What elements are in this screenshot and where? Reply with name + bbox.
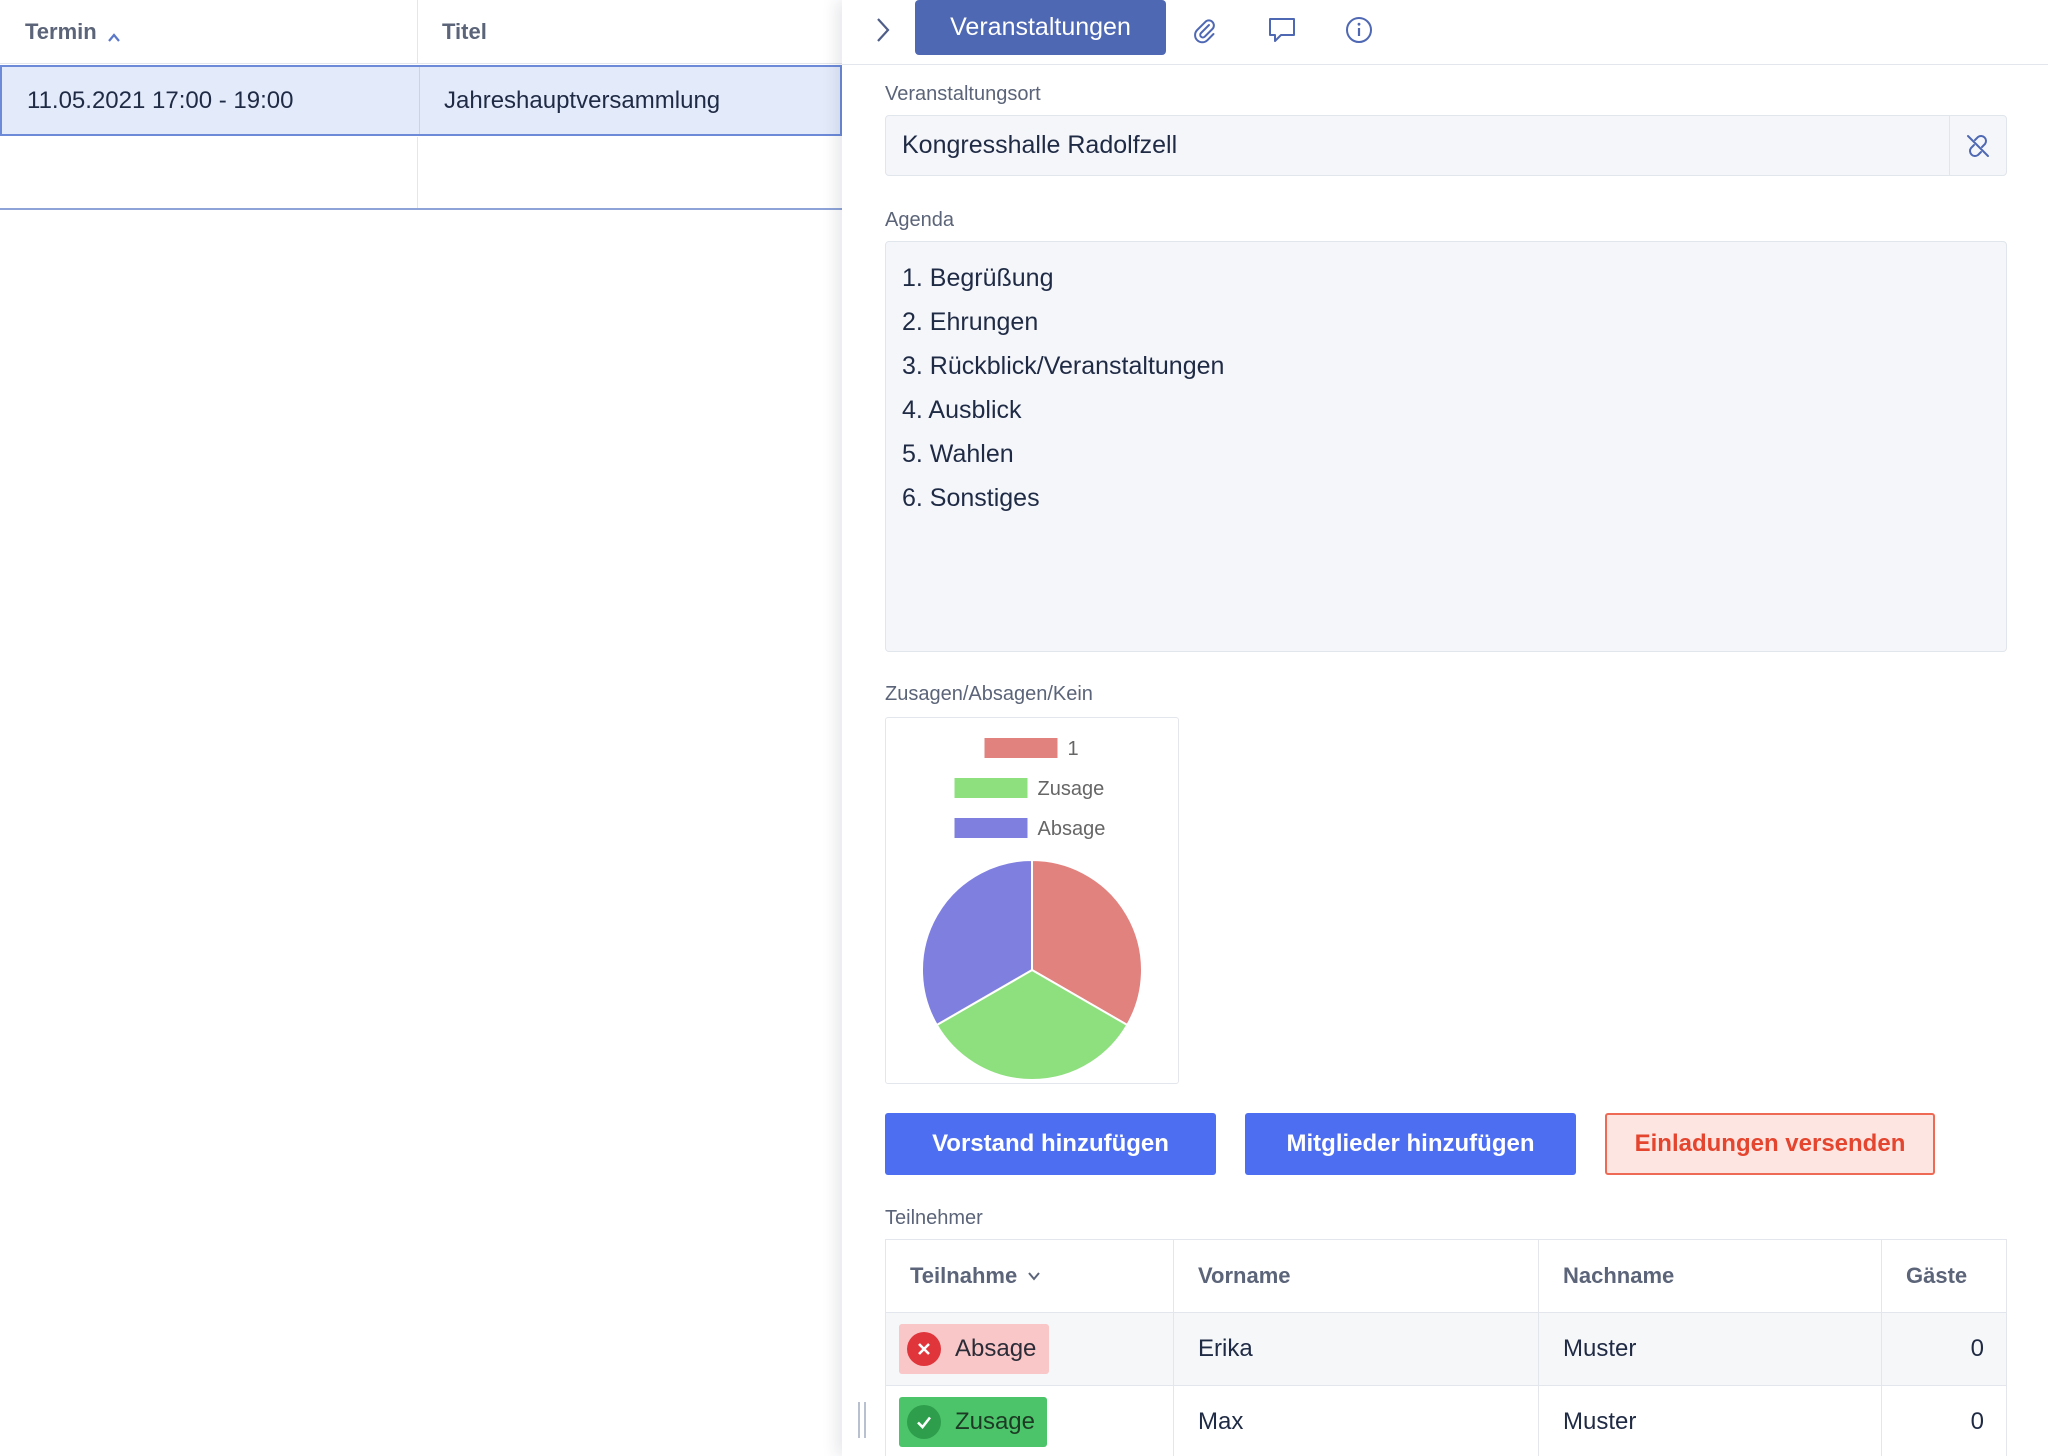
lastname-cell: Muster [1539,1386,1882,1456]
column-header-nachname[interactable]: Nachname [1539,1240,1882,1312]
column-header-titel[interactable]: Titel [418,0,842,64]
detail-toolbar: Veranstaltungen [842,0,2048,65]
table-row[interactable]: Absage Erika Muster 0 [886,1313,2006,1386]
status-cell: Absage [886,1313,1174,1385]
add-board-button[interactable]: Vorstand hinzufügen [885,1113,1216,1175]
column-header-vorname[interactable]: Vorname [1174,1240,1539,1312]
participants-table: Teilnahme Vorname Nachname Gäste Absage [885,1239,2007,1456]
agenda-textarea[interactable]: 1. Begrüßung 2. Ehrungen 3. Rückblick/Ve… [885,241,2007,652]
event-termin-cell: 11.05.2021 17:00 - 19:00 [2,67,420,134]
column-header-gaeste[interactable]: Gäste [1906,1263,1968,1288]
venue-value: Kongresshalle Radolfzell [902,131,1178,159]
event-termin-cell-empty [0,137,418,208]
pie-slice-2[interactable] [921,858,1033,1027]
legend-label-2: Absage [1038,818,1106,840]
legend-swatch-0[interactable] [984,738,1058,758]
chart-label: Zusagen/Absagen/Kein [885,683,1093,705]
add-members-button[interactable]: Mitglieder hinzufügen [1245,1113,1576,1175]
legend-label-0: 1 [1068,738,1079,760]
sort-descending-icon [1027,1269,1041,1283]
check-circle-icon [907,1405,941,1439]
agenda-line: 3. Rückblick/Veranstaltungen [902,352,1225,380]
collapse-chevron-icon[interactable] [868,14,898,46]
agenda-line: 4. Ausblick [902,396,1022,424]
comment-icon[interactable] [1262,10,1302,50]
status-label: Zusage [954,1408,1035,1435]
agenda-line: 2. Ehrungen [902,308,1039,336]
agenda-label: Agenda [885,209,954,231]
unlink-icon [1967,134,1989,157]
participants-label: Teilnehmer [885,1207,983,1229]
agenda-line: 5. Wahlen [902,440,1014,468]
column-header-termin-label: Termin [25,19,97,44]
column-header-teilnahme-label: Teilnahme [910,1263,1018,1288]
tab-veranstaltungen[interactable]: Veranstaltungen [915,0,1166,55]
lastname-cell: Muster [1539,1313,1882,1385]
event-titel-cell-empty [418,137,842,208]
table-row[interactable]: Zusage Max Muster 0 [886,1386,2006,1456]
firstname-cell: Max [1174,1386,1539,1456]
event-detail-pane: Veranstaltungen Veranstaltungsort Kongre… [842,0,2048,1456]
event-row-selected[interactable]: 11.05.2021 17:00 - 19:00 Jahreshauptvers… [0,65,842,136]
event-titel-cell: Jahreshauptversammlung [444,86,721,114]
event-row-empty[interactable] [0,137,842,210]
legend-swatch-1[interactable] [954,778,1028,798]
pie-slice-0[interactable] [1031,858,1143,1027]
sort-ascending-icon [107,25,121,42]
unlink-button[interactable] [1949,116,2006,175]
paperclip-icon[interactable] [1184,10,1224,50]
venue-label: Veranstaltungsort [885,83,1041,105]
pie-chart-svg: 1 Zusage Absage [921,738,1143,1081]
firstname-cell: Erika [1174,1313,1539,1385]
status-label: Absage [955,1335,1037,1362]
event-list-header: Termin Titel [0,0,842,64]
pie-slice-1[interactable] [935,968,1129,1081]
status-badge-zusage[interactable]: Zusage [899,1397,1047,1447]
event-list-pane: Termin Titel 11.05.2021 17:00 - 19:00 Ja… [0,0,842,1456]
response-pie-chart: 1 Zusage Absage [885,717,1179,1084]
status-cell: Zusage [886,1386,1174,1456]
column-header-teilnahme[interactable]: Teilnahme [886,1240,1174,1312]
agenda-line: 1. Begrüßung [902,264,1054,292]
participants-header: Teilnahme Vorname Nachname Gäste [886,1240,2006,1313]
pane-resize-handle[interactable] [858,1402,866,1438]
venue-field[interactable]: Kongresshalle Radolfzell [885,115,2007,176]
cross-circle-icon [907,1332,941,1366]
legend-swatch-2[interactable] [954,818,1028,838]
agenda-line: 6. Sonstiges [902,484,1040,512]
send-invitations-button[interactable]: Einladungen versenden [1605,1113,1935,1175]
guests-cell: 0 [1970,1335,1984,1362]
column-header-titel-label: Titel [442,19,487,44]
guests-cell: 0 [1970,1408,1984,1435]
status-badge-absage[interactable]: Absage [899,1324,1049,1374]
column-header-termin[interactable]: Termin [0,0,418,64]
legend-label-1: Zusage [1038,778,1105,800]
info-icon[interactable] [1339,10,1379,50]
